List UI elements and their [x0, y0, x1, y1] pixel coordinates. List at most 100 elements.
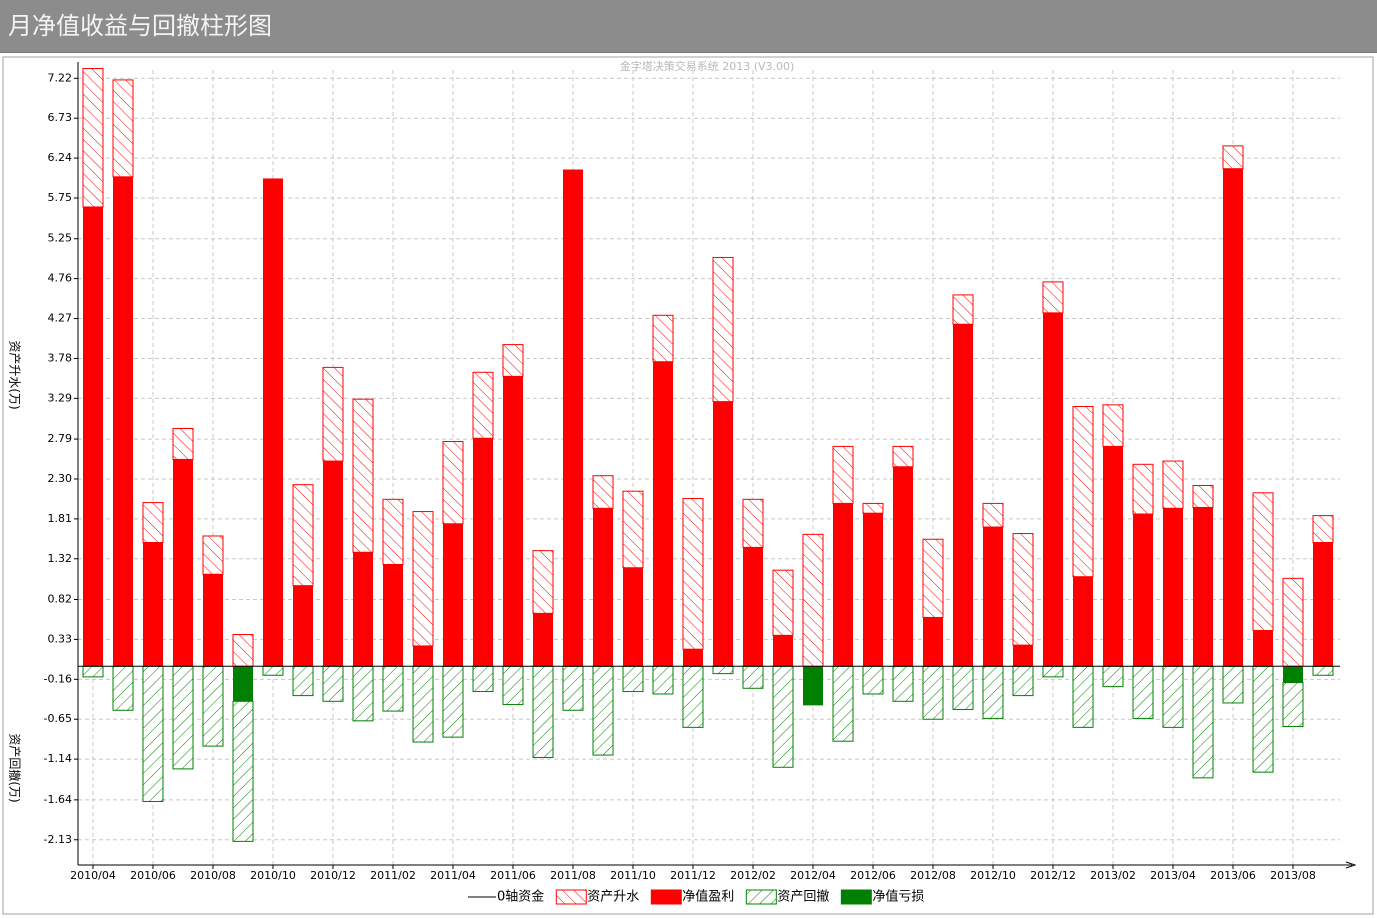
- bar-segment: [382, 665, 404, 712]
- x-tick-label: 2010/06: [130, 869, 176, 882]
- bar-segment: [862, 502, 884, 514]
- bar-segment: [323, 461, 343, 667]
- page-title: 月净值收益与回撤柱形图: [8, 12, 272, 40]
- bar-segment: [502, 344, 524, 377]
- y-tick-label: -0.16: [44, 672, 72, 685]
- bar-segment: [1313, 542, 1333, 667]
- x-tick-label: 2013/06: [1210, 869, 1256, 882]
- bar-segment: [1013, 645, 1033, 667]
- bar-segment: [742, 665, 764, 689]
- legend-swatch: [650, 889, 682, 905]
- bar-segment: [1102, 404, 1124, 447]
- bar-segment: [592, 475, 614, 509]
- bar-segment: [952, 294, 974, 325]
- legend-swatch: [555, 889, 587, 905]
- legend-label: 净值盈利: [682, 889, 734, 905]
- bar-segment: [443, 523, 463, 667]
- bar-segment: [1193, 507, 1213, 667]
- bar-segment: [112, 79, 134, 178]
- bar-segment: [112, 665, 134, 711]
- bar-segment: [1043, 312, 1063, 667]
- bar-segment: [473, 438, 493, 667]
- bar-segment: [1252, 492, 1274, 631]
- bar-segment: [682, 498, 704, 650]
- bar-segment: [412, 511, 434, 647]
- bar-segment: [233, 666, 253, 702]
- bar-segment: [1253, 630, 1273, 667]
- bar-segment: [1282, 682, 1304, 728]
- x-tick-label: 2013/08: [1270, 869, 1316, 882]
- bar-segment: [1282, 577, 1304, 667]
- bar-segment: [442, 441, 464, 525]
- legend-label: 资产回撤: [777, 889, 829, 905]
- x-tick-label: 2012/08: [910, 869, 956, 882]
- bar-segment: [292, 665, 314, 697]
- bar-segment: [1312, 665, 1334, 676]
- bar-segment: [1073, 576, 1093, 667]
- bar-segment: [1162, 460, 1184, 509]
- bar-segment: [173, 459, 193, 667]
- bar-segment: [683, 649, 703, 667]
- y-tick-label: 6.24: [48, 151, 73, 164]
- y-tick-label: 0.33: [48, 632, 73, 645]
- y-tick-label: 2.30: [48, 472, 73, 485]
- bar-segment: [1072, 665, 1094, 728]
- bar-segment: [652, 665, 674, 695]
- chart-subtitle: 金字塔决策交易系统 2013 (V3.00): [620, 59, 795, 73]
- x-tick-label: 2011/10: [610, 869, 656, 882]
- bar-segment: [263, 178, 283, 667]
- y-tick-label: -2.13: [44, 833, 72, 846]
- bar-segment: [1223, 168, 1243, 667]
- bar-segment: [1192, 484, 1214, 508]
- y-tick-label: 4.76: [48, 272, 73, 285]
- bar-segment: [1163, 508, 1183, 667]
- bar-segment: [533, 613, 553, 667]
- y-axis-label: 资产升水(万): [8, 340, 22, 409]
- bar-segment: [1283, 666, 1303, 683]
- bar-segment: [382, 498, 404, 565]
- x-tick-label: 2012/02: [730, 869, 776, 882]
- bar-segment: [413, 645, 433, 667]
- bar-segment: [922, 665, 944, 720]
- bar-segment: [562, 665, 584, 711]
- bar-segment: [1133, 513, 1153, 667]
- bar-segment: [322, 366, 344, 462]
- bar-segment: [953, 324, 973, 667]
- bar-segment: [593, 508, 613, 667]
- bar-segment: [1103, 446, 1123, 667]
- legend-label: 0轴资金: [497, 889, 544, 905]
- bar-segment: [202, 535, 224, 575]
- bar-segment: [83, 206, 103, 667]
- bar-segment: [1102, 665, 1124, 688]
- bar-segment: [442, 665, 464, 738]
- bar-segment: [203, 574, 223, 667]
- y-tick-label: 1.81: [48, 512, 73, 525]
- bar-segment: [982, 665, 1004, 719]
- bar-segment: [172, 427, 194, 460]
- bar-segment: [862, 665, 884, 695]
- y-tick-label: -0.65: [44, 712, 72, 725]
- x-tick-label: 2012/06: [850, 869, 896, 882]
- y-tick-label: 3.29: [48, 391, 73, 404]
- x-tick-label: 2012/04: [790, 869, 836, 882]
- bar-segment: [1012, 665, 1034, 697]
- bar-segment: [82, 68, 104, 208]
- bar-segment: [202, 665, 224, 747]
- bar-segment: [503, 376, 523, 667]
- bar-segment: [1012, 533, 1034, 646]
- bar-segment: [142, 665, 164, 802]
- bar-segment: [1132, 463, 1154, 515]
- bar-segment: [232, 700, 254, 842]
- bar-segment: [472, 665, 494, 693]
- x-tick-label: 2011/04: [430, 869, 476, 882]
- bar-segment: [532, 550, 554, 614]
- y-tick-label: 4.27: [48, 312, 73, 325]
- bar-segment: [892, 665, 914, 702]
- legend-swatch: [745, 889, 777, 905]
- y-tick-label: 2.79: [48, 432, 73, 445]
- bar-segment: [143, 542, 163, 667]
- x-tick-label: 2011/12: [670, 869, 716, 882]
- x-tick-label: 2011/08: [550, 869, 596, 882]
- bar-segment: [712, 665, 734, 675]
